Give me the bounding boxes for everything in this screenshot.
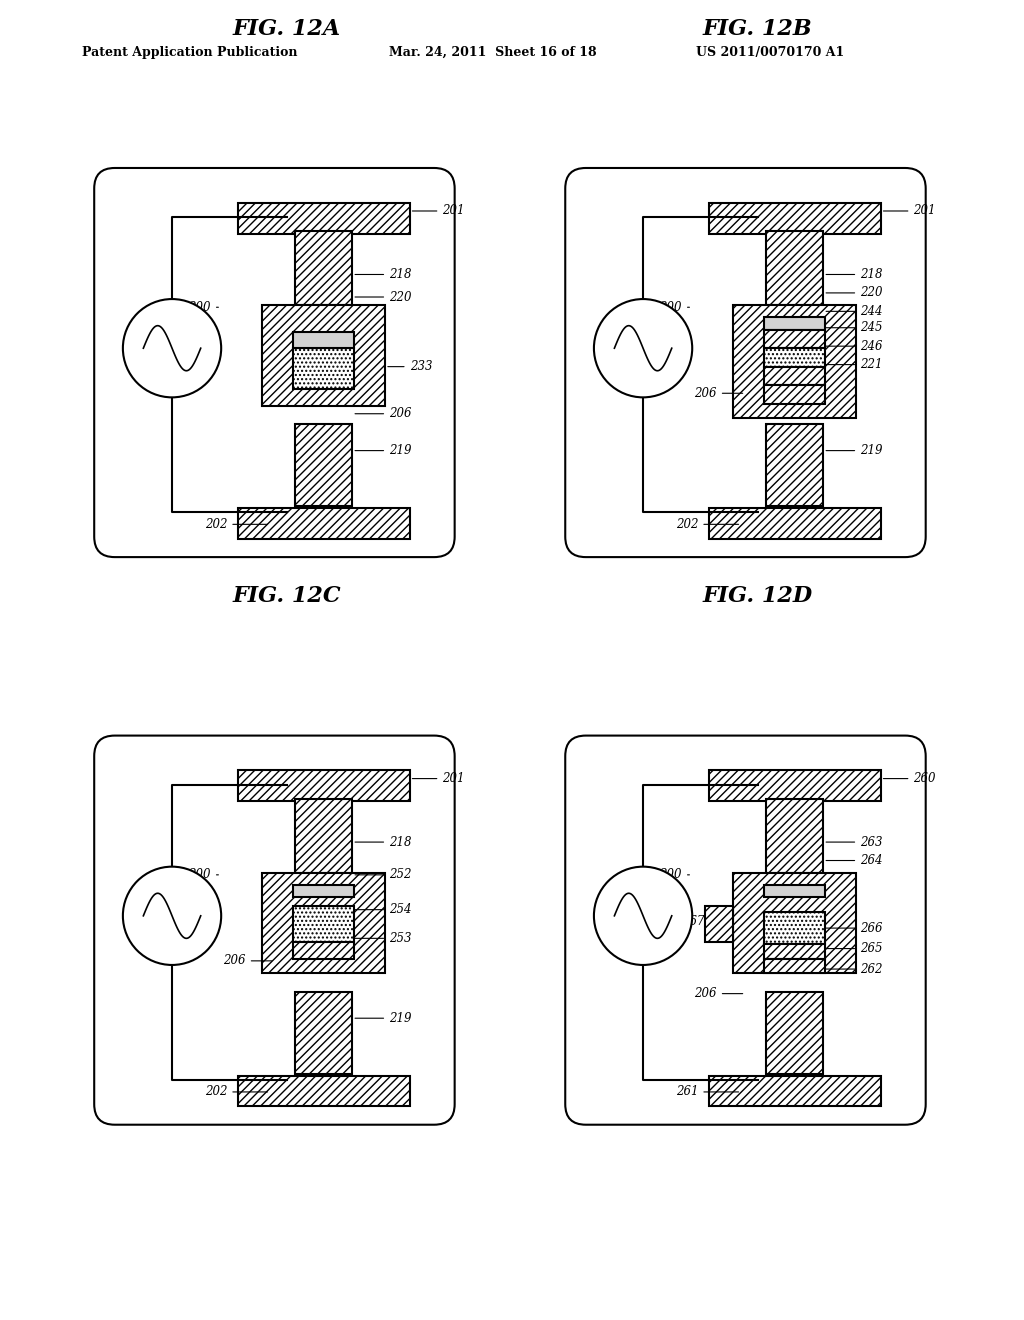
Bar <box>705 906 733 942</box>
Text: 206: 206 <box>223 954 271 968</box>
Bar <box>766 424 823 506</box>
Bar <box>766 991 823 1073</box>
Text: 202: 202 <box>205 1085 267 1098</box>
Text: 219: 219 <box>826 444 883 457</box>
Text: 263: 263 <box>826 836 883 849</box>
Text: 201: 201 <box>413 772 465 785</box>
Bar <box>766 799 823 873</box>
Text: 266: 266 <box>826 921 883 935</box>
Text: 219: 219 <box>355 444 412 457</box>
Bar <box>764 330 825 348</box>
Bar <box>764 348 825 367</box>
Bar <box>262 305 385 405</box>
Text: 265: 265 <box>826 942 883 956</box>
Text: 206: 206 <box>694 987 742 1001</box>
Bar <box>293 886 354 898</box>
Circle shape <box>123 300 221 397</box>
Text: 244: 244 <box>826 305 883 318</box>
Bar <box>709 203 881 234</box>
Bar <box>295 231 352 305</box>
Circle shape <box>594 867 692 965</box>
Bar <box>764 886 825 898</box>
Bar <box>295 799 352 873</box>
Text: 202: 202 <box>676 517 738 531</box>
Text: 261: 261 <box>676 1085 738 1098</box>
Bar <box>764 958 825 973</box>
Text: FIG. 12D: FIG. 12D <box>702 585 813 607</box>
Bar <box>293 348 354 389</box>
Bar <box>764 367 825 385</box>
Text: FIG. 12C: FIG. 12C <box>232 585 341 607</box>
Text: 262: 262 <box>826 962 883 975</box>
Bar <box>733 305 856 418</box>
Bar <box>295 424 352 506</box>
Circle shape <box>594 300 692 397</box>
Bar <box>262 873 385 973</box>
Bar <box>293 942 354 958</box>
Text: 220: 220 <box>826 286 883 300</box>
Text: FIG. 12A: FIG. 12A <box>232 17 341 40</box>
Text: 254: 254 <box>355 903 412 916</box>
Bar <box>293 331 354 348</box>
Text: 218: 218 <box>355 836 412 849</box>
Bar <box>293 906 354 942</box>
Text: 220: 220 <box>355 290 412 304</box>
Text: 252: 252 <box>355 869 412 882</box>
Text: 201: 201 <box>884 205 936 218</box>
Text: 201: 201 <box>413 205 465 218</box>
Text: Mar. 24, 2011  Sheet 16 of 18: Mar. 24, 2011 Sheet 16 of 18 <box>389 46 597 59</box>
Text: 202: 202 <box>205 517 267 531</box>
Text: 221: 221 <box>826 358 883 371</box>
Text: 253: 253 <box>355 932 412 945</box>
Bar <box>709 508 881 539</box>
Text: 200: 200 <box>188 301 218 314</box>
Bar <box>766 231 823 305</box>
Bar <box>238 1076 410 1106</box>
Text: 206: 206 <box>694 387 742 400</box>
Text: 200: 200 <box>188 869 218 882</box>
Bar <box>709 771 881 801</box>
Text: 200: 200 <box>659 301 689 314</box>
Bar <box>764 912 825 945</box>
Bar <box>764 318 825 330</box>
Text: US 2011/0070170 A1: US 2011/0070170 A1 <box>696 46 845 59</box>
Text: FIG. 12B: FIG. 12B <box>702 17 813 40</box>
Text: 260: 260 <box>884 772 936 785</box>
Text: 267: 267 <box>682 916 730 928</box>
Bar <box>238 771 410 801</box>
Text: 200: 200 <box>659 869 689 882</box>
Circle shape <box>123 867 221 965</box>
Bar <box>238 203 410 234</box>
Text: 245: 245 <box>826 321 883 334</box>
Bar <box>295 991 352 1073</box>
Bar <box>709 1076 881 1106</box>
Text: Patent Application Publication: Patent Application Publication <box>82 46 297 59</box>
Bar <box>733 873 856 973</box>
Bar <box>764 385 825 404</box>
Text: 233: 233 <box>388 360 432 374</box>
Text: 246: 246 <box>826 339 883 352</box>
Bar <box>238 508 410 539</box>
Text: 264: 264 <box>826 854 883 867</box>
Text: 218: 218 <box>355 268 412 281</box>
Text: 206: 206 <box>355 408 412 420</box>
Text: 219: 219 <box>355 1011 412 1024</box>
Text: 218: 218 <box>826 268 883 281</box>
Bar <box>764 945 825 958</box>
